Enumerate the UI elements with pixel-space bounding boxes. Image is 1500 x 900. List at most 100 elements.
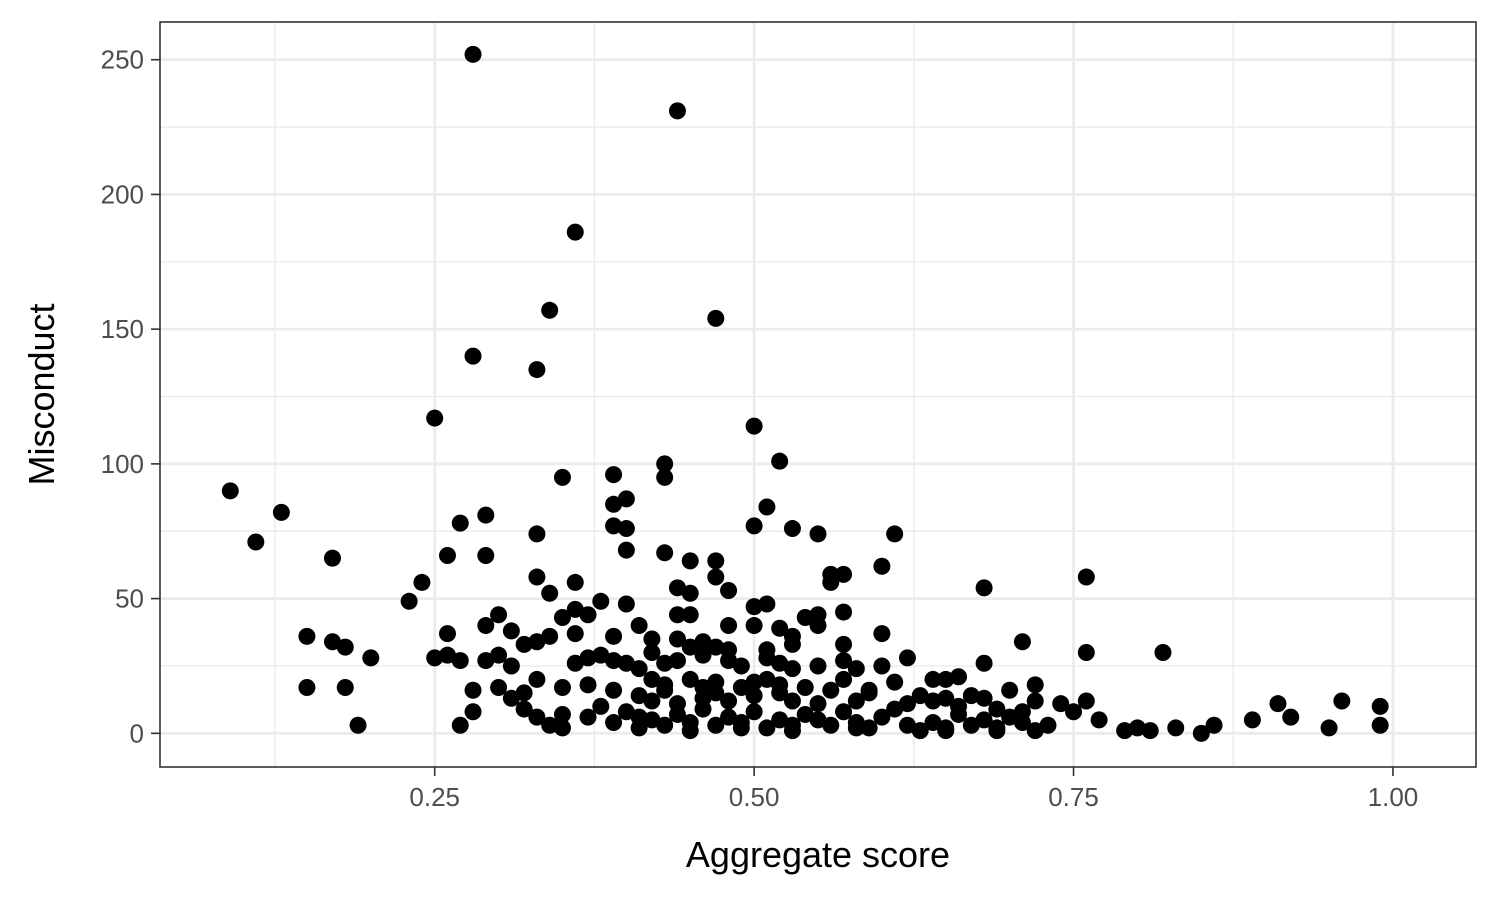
data-point xyxy=(541,301,559,319)
data-point xyxy=(1128,719,1146,737)
data-point xyxy=(758,670,776,688)
data-point xyxy=(681,584,699,602)
data-point xyxy=(656,455,674,473)
data-point xyxy=(451,652,469,670)
data-point xyxy=(566,573,584,591)
data-point xyxy=(1205,716,1223,734)
data-point xyxy=(502,657,520,675)
data-point xyxy=(707,568,725,586)
data-point xyxy=(745,517,763,535)
data-point xyxy=(681,722,699,740)
data-point xyxy=(809,695,827,713)
data-point xyxy=(528,633,546,651)
data-point xyxy=(924,692,942,710)
data-point xyxy=(643,711,661,729)
data-point xyxy=(1077,643,1095,661)
data-point xyxy=(771,452,789,470)
data-point xyxy=(681,670,699,688)
data-point xyxy=(860,681,878,699)
data-point xyxy=(1052,695,1070,713)
data-point xyxy=(617,654,635,672)
data-point xyxy=(873,708,891,726)
data-point xyxy=(835,670,853,688)
data-point xyxy=(451,514,469,532)
data-point xyxy=(1320,719,1338,737)
x-axis-title: Aggregate score xyxy=(686,834,950,875)
data-point xyxy=(656,654,674,672)
data-points xyxy=(221,45,1389,742)
x-tick-label: 0.25 xyxy=(409,782,460,812)
data-point xyxy=(937,722,955,740)
data-point xyxy=(247,533,265,551)
data-point xyxy=(400,592,418,610)
data-point xyxy=(643,670,661,688)
data-point xyxy=(464,681,482,699)
data-point xyxy=(1116,722,1134,740)
data-point xyxy=(796,705,814,723)
data-point xyxy=(1090,711,1108,729)
data-point xyxy=(1243,711,1261,729)
data-point xyxy=(579,649,597,667)
data-point xyxy=(643,692,661,710)
data-point xyxy=(668,630,686,648)
data-point xyxy=(490,606,508,624)
data-point xyxy=(566,600,584,618)
data-point xyxy=(745,417,763,435)
data-point xyxy=(605,495,623,513)
data-point xyxy=(464,347,482,365)
data-point xyxy=(349,716,367,734)
data-point xyxy=(1026,722,1044,740)
data-point xyxy=(975,579,993,597)
data-point xyxy=(477,617,495,635)
data-point xyxy=(605,517,623,535)
data-point xyxy=(962,716,980,734)
grid-major xyxy=(160,22,1476,767)
data-point xyxy=(835,635,853,653)
data-point xyxy=(656,716,674,734)
y-tick-label: 150 xyxy=(101,314,144,344)
data-point xyxy=(668,102,686,120)
data-point xyxy=(771,684,789,702)
y-tick-label: 50 xyxy=(115,584,144,614)
data-point xyxy=(1167,719,1185,737)
data-point xyxy=(898,649,916,667)
plot-panel-border xyxy=(159,21,1477,768)
data-point xyxy=(1039,716,1057,734)
data-point xyxy=(579,708,597,726)
data-point xyxy=(886,700,904,718)
y-tick-label: 0 xyxy=(130,718,144,748)
data-point xyxy=(783,635,801,653)
data-point xyxy=(835,603,853,621)
data-point xyxy=(886,673,904,691)
data-point xyxy=(847,660,865,678)
data-point xyxy=(783,722,801,740)
data-point xyxy=(873,625,891,643)
data-point xyxy=(553,608,571,626)
grid-minor xyxy=(160,22,1476,767)
data-point xyxy=(605,681,623,699)
data-point xyxy=(771,619,789,637)
data-point xyxy=(1013,703,1031,721)
data-point xyxy=(426,409,444,427)
data-point xyxy=(1077,692,1095,710)
data-point xyxy=(1192,724,1210,742)
data-point xyxy=(438,646,456,664)
data-point xyxy=(745,703,763,721)
data-point xyxy=(745,687,763,705)
data-point xyxy=(924,670,942,688)
data-point xyxy=(566,625,584,643)
data-point xyxy=(758,595,776,613)
data-point xyxy=(745,673,763,691)
data-point xyxy=(617,490,635,508)
data-point xyxy=(477,652,495,670)
data-point xyxy=(643,643,661,661)
data-point xyxy=(656,681,674,699)
data-point xyxy=(553,679,571,697)
data-point xyxy=(1077,568,1095,586)
data-point xyxy=(592,592,610,610)
data-point xyxy=(630,687,648,705)
data-point xyxy=(579,606,597,624)
data-point xyxy=(898,716,916,734)
data-point xyxy=(592,646,610,664)
data-point xyxy=(630,617,648,635)
